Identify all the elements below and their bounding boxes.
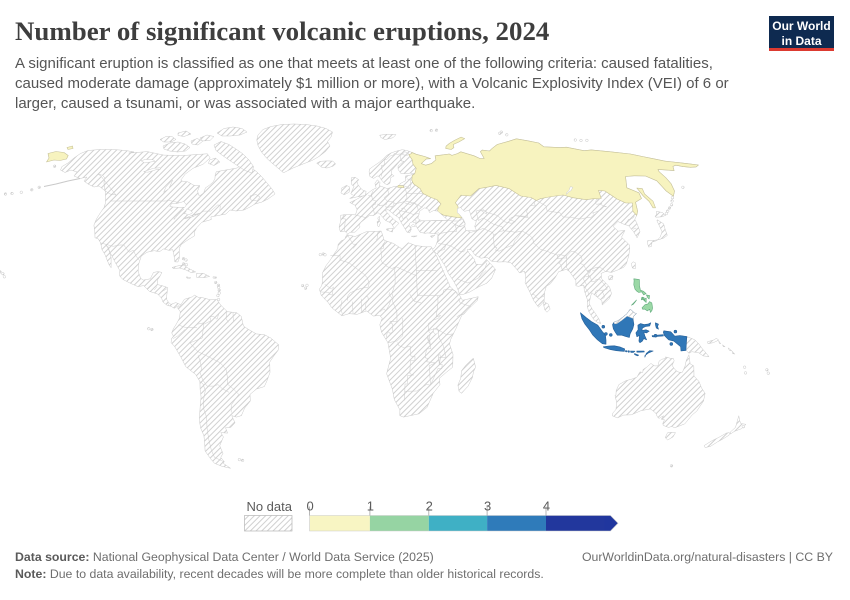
svg-text:3: 3: [484, 499, 491, 514]
svg-text:4: 4: [543, 499, 550, 514]
svg-text:1: 1: [367, 499, 374, 514]
svg-text:No data: No data: [246, 499, 292, 514]
svg-text:2: 2: [426, 499, 433, 514]
svg-text:0: 0: [306, 499, 313, 514]
